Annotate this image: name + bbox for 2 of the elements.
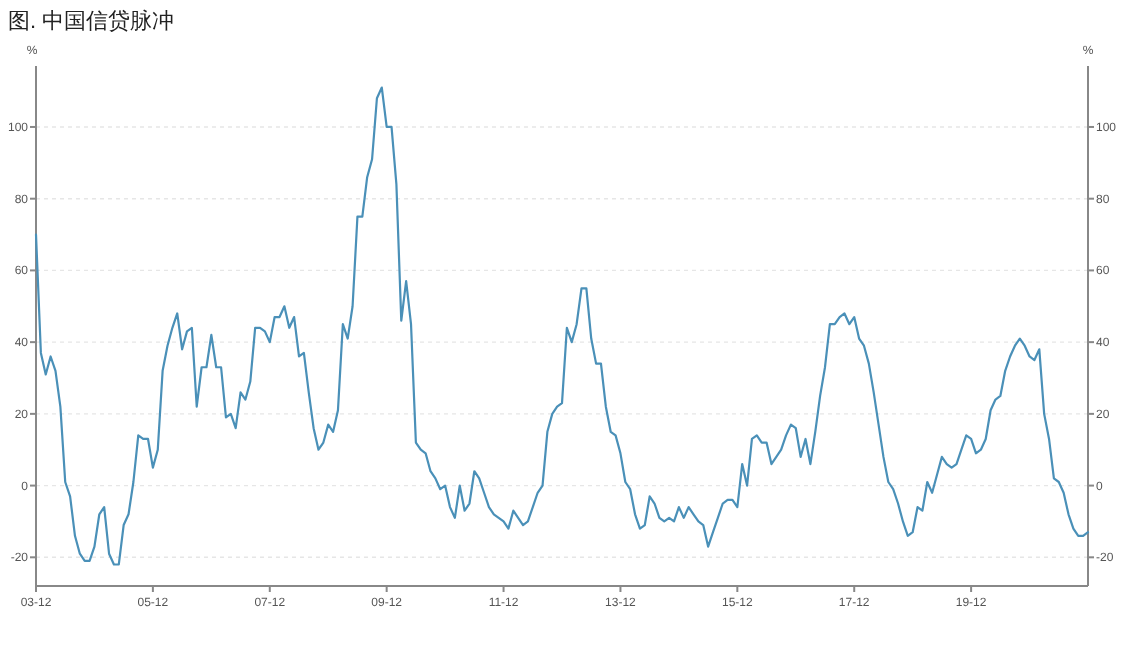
line-series [34,86,1090,566]
chart-title: 图. 中国信贷脉冲 [8,8,175,34]
